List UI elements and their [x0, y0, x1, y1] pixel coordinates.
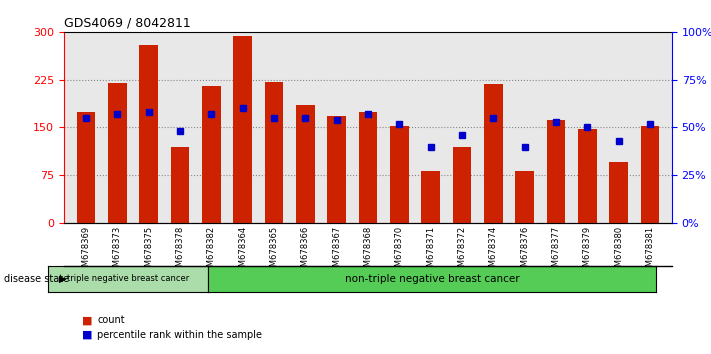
Bar	[484, 84, 503, 223]
Text: GDS4069 / 8042811: GDS4069 / 8042811	[64, 16, 191, 29]
Bar	[108, 83, 127, 223]
Text: ■: ■	[82, 330, 92, 339]
Text: triple negative breast cancer: triple negative breast cancer	[67, 274, 189, 283]
Bar	[233, 36, 252, 223]
Bar	[609, 162, 628, 223]
Text: ▶: ▶	[59, 274, 67, 284]
Text: disease state: disease state	[4, 274, 69, 284]
Bar	[452, 147, 471, 223]
Bar	[202, 86, 220, 223]
Bar	[358, 112, 378, 223]
Bar	[77, 112, 95, 223]
Bar	[171, 147, 189, 223]
Bar	[296, 105, 315, 223]
Bar	[264, 81, 284, 223]
Bar	[421, 171, 440, 223]
Bar	[547, 120, 565, 223]
Text: non-triple negative breast cancer: non-triple negative breast cancer	[345, 274, 519, 284]
Text: ■: ■	[82, 315, 92, 325]
Bar	[515, 171, 534, 223]
Bar	[139, 45, 158, 223]
Bar	[327, 116, 346, 223]
Text: count: count	[97, 315, 125, 325]
Bar	[390, 126, 409, 223]
Bar	[641, 126, 659, 223]
Bar	[578, 129, 597, 223]
Text: percentile rank within the sample: percentile rank within the sample	[97, 330, 262, 339]
